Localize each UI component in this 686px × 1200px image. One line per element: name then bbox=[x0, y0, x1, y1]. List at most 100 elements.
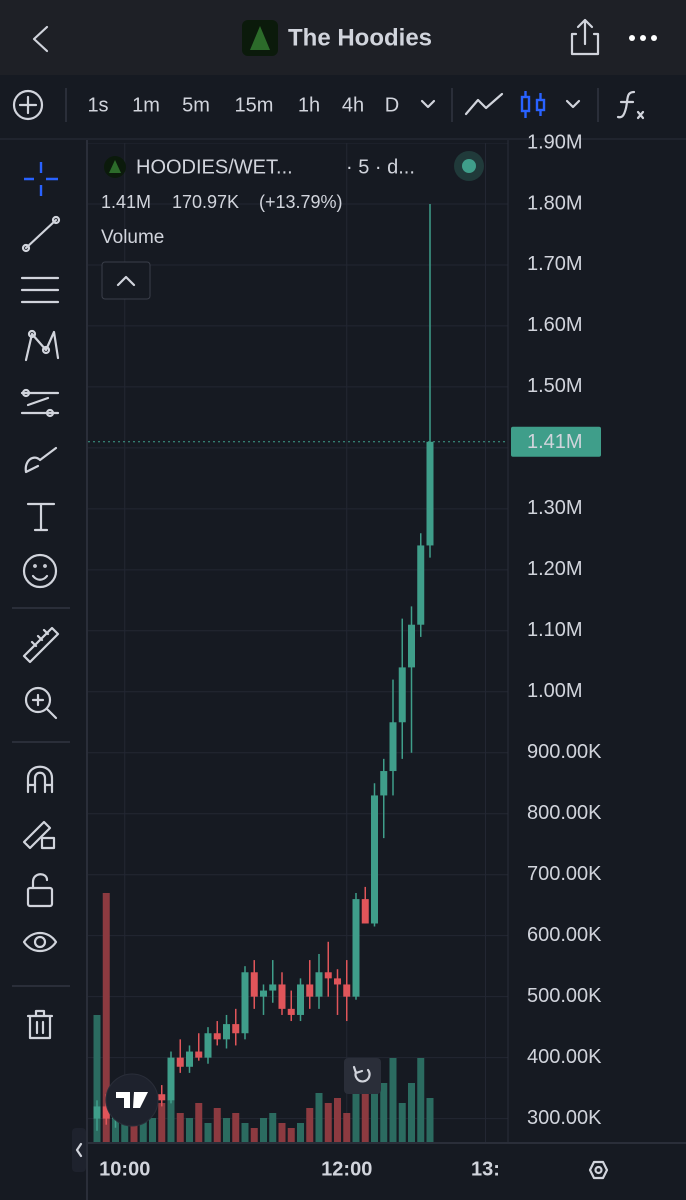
interval[interactable]: 4h bbox=[342, 94, 364, 116]
candle-body bbox=[287, 1008, 295, 1015]
add-button[interactable] bbox=[12, 89, 44, 121]
candle-body bbox=[186, 1051, 193, 1067]
indicators-button[interactable] bbox=[616, 90, 636, 119]
volume-bar bbox=[361, 1073, 369, 1143]
chart-type-menu[interactable] bbox=[565, 99, 581, 109]
interval-menu[interactable] bbox=[420, 99, 436, 109]
price-tick-label: 1.30M bbox=[527, 497, 583, 519]
candle-body bbox=[93, 1106, 101, 1119]
candle-body bbox=[204, 1033, 212, 1058]
symbol-icon-shape bbox=[109, 160, 121, 173]
ruler-tool[interactable] bbox=[22, 626, 60, 664]
more-button[interactable] bbox=[629, 35, 657, 41]
volume-bar bbox=[278, 1123, 286, 1143]
candle-body bbox=[167, 1057, 175, 1101]
zoom-tool[interactable] bbox=[24, 686, 58, 720]
volume-bar bbox=[176, 1113, 184, 1143]
candle-body bbox=[102, 1106, 110, 1119]
crosshair-tool[interactable] bbox=[24, 162, 58, 196]
interval[interactable]: 1m bbox=[132, 94, 160, 116]
lock-tool[interactable] bbox=[26, 873, 54, 908]
reset-button[interactable] bbox=[344, 1058, 381, 1094]
time-axis: 10:00 12:00 13: bbox=[99, 1158, 500, 1180]
volume-bar bbox=[297, 1123, 304, 1143]
line-tool[interactable] bbox=[21, 215, 61, 253]
candle-body bbox=[297, 984, 304, 1015]
collapse-button[interactable] bbox=[101, 261, 151, 300]
magnet-tool[interactable] bbox=[26, 765, 54, 794]
fib-tool[interactable] bbox=[20, 276, 60, 304]
settings-button[interactable] bbox=[588, 1160, 609, 1180]
volume-bar bbox=[315, 1093, 323, 1143]
price-tick-label: 300.00K bbox=[527, 1107, 602, 1129]
tv-logo[interactable] bbox=[105, 1073, 159, 1127]
candle-body bbox=[278, 984, 286, 1009]
price-tick-label: 600.00K bbox=[527, 924, 602, 946]
candle-body bbox=[398, 667, 406, 723]
volume-bar bbox=[102, 893, 110, 1143]
sidebar-toggle-icon bbox=[75, 1142, 83, 1158]
intervals: 1s 1m 5m 15m 1h 4h D bbox=[87, 94, 399, 116]
interval[interactable]: D bbox=[385, 94, 399, 116]
interval[interactable]: 15m bbox=[235, 94, 274, 116]
volume-bar bbox=[398, 1103, 406, 1143]
volume-bar bbox=[426, 1098, 434, 1143]
candle-body bbox=[223, 1024, 230, 1040]
price-tick-label: 500.00K bbox=[527, 985, 602, 1007]
volume-bar bbox=[232, 1113, 240, 1143]
symbol[interactable]: HOODIES/WET... bbox=[136, 156, 293, 178]
price-tick-label: 1.50M bbox=[527, 375, 583, 397]
share-button[interactable] bbox=[570, 18, 600, 56]
volume-bar bbox=[371, 1093, 378, 1143]
volume-bar bbox=[195, 1103, 203, 1143]
volume-bar bbox=[306, 1108, 314, 1143]
volume-bar bbox=[213, 1108, 221, 1143]
line-chart-button[interactable] bbox=[464, 92, 504, 116]
lock-drawings-tool[interactable] bbox=[22, 820, 56, 850]
candle-body bbox=[389, 722, 397, 772]
collapse-icon bbox=[116, 275, 136, 287]
last-price-tag bbox=[511, 426, 601, 457]
interval[interactable]: 1h bbox=[298, 94, 320, 116]
delete-tool[interactable] bbox=[26, 1009, 54, 1040]
price-axis: 300.00K 400.00K 500.00K 600.00K 700.00K 800.0… bbox=[527, 131, 602, 1129]
volume-bar bbox=[223, 1118, 230, 1143]
price-tick-label: 1.70M bbox=[527, 253, 583, 275]
volume-bar bbox=[149, 1118, 156, 1143]
visibility-tool[interactable] bbox=[22, 931, 58, 953]
price-tick-label: 1.60M bbox=[527, 314, 583, 336]
price-tick-label: 700.00K bbox=[527, 863, 602, 885]
candle-chart-button[interactable] bbox=[520, 91, 546, 118]
volume-bar bbox=[343, 1113, 351, 1143]
volume-bar bbox=[352, 1088, 360, 1143]
interval[interactable]: 1s bbox=[87, 94, 108, 116]
legend-change-pct: (+13.79%) bbox=[259, 192, 343, 212]
time-tick-label: 10:00 bbox=[99, 1158, 150, 1180]
candle-body bbox=[417, 545, 425, 625]
text-tool[interactable] bbox=[26, 502, 56, 532]
pattern-tool[interactable] bbox=[24, 329, 60, 362]
volume-bar bbox=[241, 1123, 249, 1143]
interval[interactable]: 5m bbox=[182, 94, 210, 116]
candle-body bbox=[269, 984, 277, 991]
candle-body bbox=[260, 990, 267, 997]
candle-body bbox=[176, 1057, 184, 1067]
back-button[interactable] bbox=[32, 25, 49, 53]
price-tick-label: 1.00M bbox=[527, 680, 583, 702]
sidebar-toggle[interactable] bbox=[72, 1128, 86, 1172]
candle-body bbox=[195, 1051, 203, 1058]
candle-body bbox=[334, 978, 341, 985]
candle-body bbox=[213, 1033, 221, 1040]
volume-bar bbox=[408, 1083, 415, 1143]
price-tick-label: 1.10M bbox=[527, 619, 583, 641]
emoji-tool[interactable] bbox=[22, 553, 58, 589]
legend-price: 1.41M bbox=[101, 192, 151, 212]
brush-tool[interactable] bbox=[24, 446, 58, 474]
candle-body bbox=[361, 899, 369, 924]
last-price-label: 1.41M bbox=[527, 431, 583, 453]
symbol-meta: · 5 · d... bbox=[346, 156, 415, 178]
tv-logo-mark bbox=[116, 1092, 148, 1108]
forecast-tool[interactable] bbox=[20, 388, 60, 418]
